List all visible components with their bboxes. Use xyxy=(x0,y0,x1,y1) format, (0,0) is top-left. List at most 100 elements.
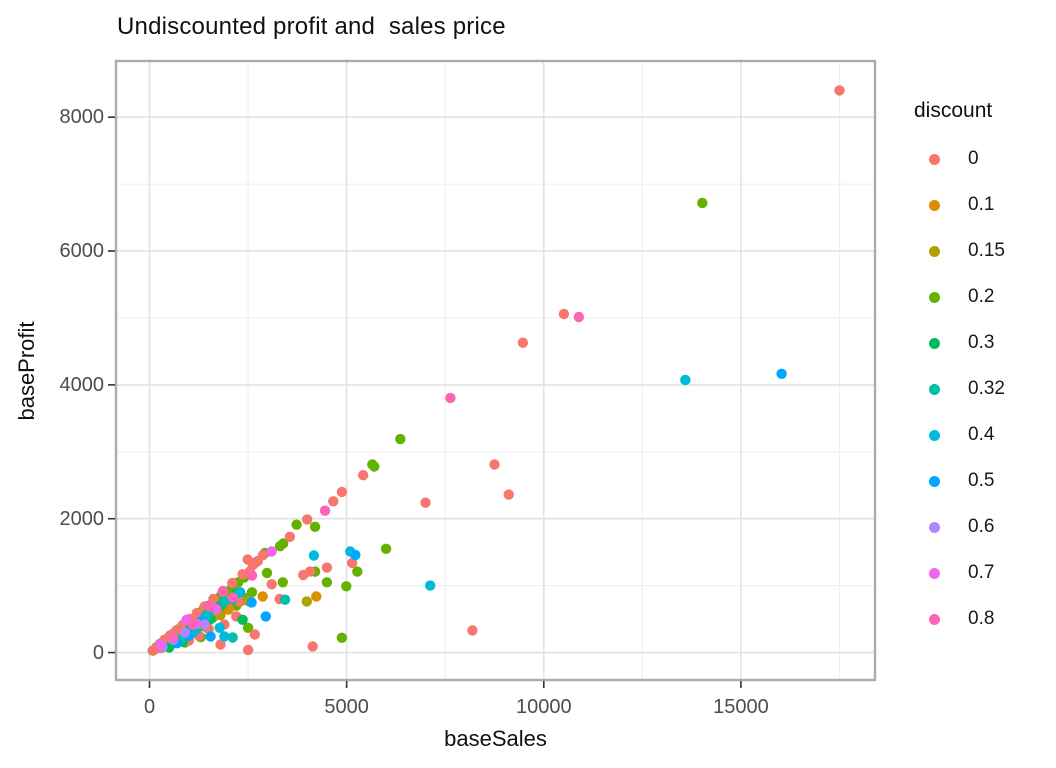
y-tick-label: 4000 xyxy=(59,373,105,396)
data-point xyxy=(336,486,348,498)
legend-item: 0.4 xyxy=(912,412,1056,458)
data-point xyxy=(309,521,321,532)
legend-swatch-icon xyxy=(929,245,940,257)
data-point xyxy=(308,550,320,561)
data-point xyxy=(336,632,348,643)
data-point xyxy=(227,592,238,603)
data-point xyxy=(302,514,313,525)
data-point xyxy=(319,505,331,516)
data-point xyxy=(187,619,199,630)
data-point xyxy=(347,557,358,569)
data-point xyxy=(217,586,229,597)
legend-item: 0.1 xyxy=(912,182,1056,228)
data-point xyxy=(350,549,361,561)
data-point xyxy=(358,470,369,481)
legend-label: 0.1 xyxy=(968,194,995,215)
data-point xyxy=(199,619,210,630)
data-point xyxy=(277,577,288,588)
legend-swatch-icon xyxy=(929,429,940,441)
legend-label: 0 xyxy=(968,148,979,169)
data-point xyxy=(260,611,271,622)
data-point xyxy=(257,591,268,602)
y-tick-label: 0 xyxy=(92,641,104,664)
data-point xyxy=(242,644,254,656)
data-point xyxy=(341,581,352,592)
data-point xyxy=(155,639,166,650)
data-point xyxy=(573,311,585,323)
data-point xyxy=(219,596,230,607)
legend-label: 0.5 xyxy=(968,470,995,491)
data-point xyxy=(284,531,296,542)
data-point xyxy=(168,632,179,643)
data-point xyxy=(328,496,339,507)
legend-swatch-icon xyxy=(929,383,940,395)
data-point xyxy=(298,569,309,581)
data-point xyxy=(503,489,514,500)
legend-label: 0.6 xyxy=(968,516,995,537)
panel-border xyxy=(114,59,877,682)
data-point xyxy=(420,497,431,508)
data-point xyxy=(558,308,570,320)
data-point xyxy=(179,627,191,638)
y-tick-label: 8000 xyxy=(59,106,105,129)
x-tick-label: 15000 xyxy=(713,696,769,718)
data-point xyxy=(266,579,277,590)
y-axis-title: baseProfit xyxy=(14,321,39,421)
data-point xyxy=(235,587,246,598)
data-point xyxy=(395,433,406,445)
data-point xyxy=(352,566,363,577)
data-point xyxy=(204,601,215,612)
y-tick-label: 6000 xyxy=(59,240,105,263)
data-point xyxy=(246,570,258,581)
data-point xyxy=(279,594,291,605)
legend-swatch-icon xyxy=(929,291,940,303)
legend-label: 0.2 xyxy=(968,286,995,307)
legend-item: 0.5 xyxy=(912,458,1056,504)
data-point xyxy=(680,374,691,386)
x-tick-label: 5000 xyxy=(324,696,369,718)
data-point xyxy=(321,577,333,588)
legend-swatch-icon xyxy=(929,199,940,211)
data-point xyxy=(246,597,257,608)
data-point xyxy=(321,562,333,573)
data-point xyxy=(219,631,230,642)
data-point xyxy=(237,569,248,580)
data-point xyxy=(242,554,253,565)
data-point xyxy=(834,85,845,96)
data-point xyxy=(242,622,254,633)
data-point xyxy=(237,614,248,625)
legend-item: 0.32 xyxy=(912,366,1056,412)
legend-swatch-icon xyxy=(929,521,940,533)
data-point xyxy=(223,604,234,615)
data-point xyxy=(205,631,216,642)
legend-title: discount xyxy=(914,99,993,122)
data-point xyxy=(301,596,312,607)
data-point xyxy=(215,639,226,650)
data-point xyxy=(278,538,289,549)
data-point xyxy=(227,632,238,643)
legend: discount 0 0.1 0.15 0.2 0.3 0.32 0.4 0.5 0.6 0.7 0… xyxy=(912,99,1056,642)
data-point xyxy=(249,629,260,640)
plot-title: Undiscounted profit and sales price xyxy=(117,13,506,40)
legend-item: 0.3 xyxy=(912,320,1056,366)
legend-swatch-icon xyxy=(929,153,940,165)
legend-label: 0.15 xyxy=(968,240,1005,261)
data-point xyxy=(467,625,478,636)
data-point xyxy=(307,641,318,652)
data-point xyxy=(445,392,456,404)
legend-item: 0.2 xyxy=(912,274,1056,320)
legend-swatch-icon xyxy=(929,337,940,349)
data-point xyxy=(261,567,273,579)
legend-item: 0.8 xyxy=(912,596,1056,642)
data-point xyxy=(311,591,322,602)
data-point xyxy=(246,587,258,598)
legend-item: 0.15 xyxy=(912,228,1056,274)
x-axis-title: baseSales xyxy=(444,726,547,751)
x-tick-label: 0 xyxy=(143,696,156,718)
data-point xyxy=(147,645,159,656)
data-point xyxy=(517,337,529,348)
data-point xyxy=(191,607,202,619)
data-point xyxy=(380,543,392,554)
